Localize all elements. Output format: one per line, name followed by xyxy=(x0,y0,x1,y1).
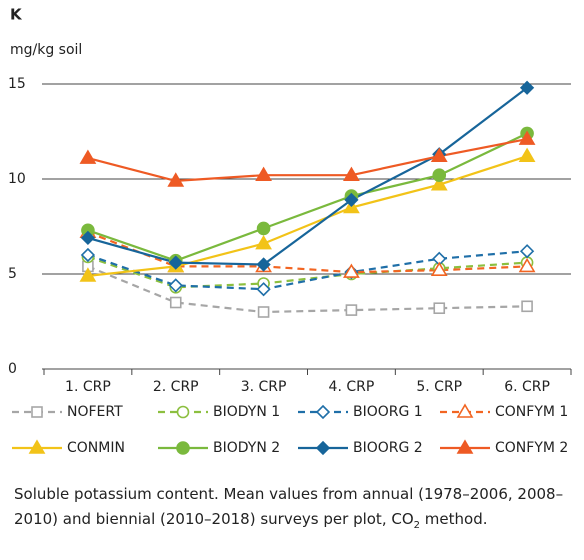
y-tick-label: 10 xyxy=(8,171,26,187)
data-point xyxy=(518,130,536,145)
legend-label: CONFYM 1 xyxy=(495,404,568,420)
legend-label: CONMIN xyxy=(67,440,125,456)
data-point xyxy=(256,282,271,297)
data-point xyxy=(80,247,96,263)
legend-label: CONFYM 2 xyxy=(495,440,568,456)
data-point xyxy=(257,306,270,318)
chart-title: K xyxy=(10,6,23,24)
series-line xyxy=(87,132,528,262)
data-point xyxy=(256,257,271,272)
legend-label: BIODYN 2 xyxy=(213,440,280,456)
legend-label: BIOORG 2 xyxy=(353,440,423,456)
legend-label: BIODYN 1 xyxy=(213,404,280,420)
data-point xyxy=(255,166,272,181)
data-point xyxy=(256,221,271,236)
data-point xyxy=(80,230,96,246)
data-point xyxy=(518,257,536,273)
x-tick-label: 1. CRP xyxy=(65,379,111,395)
data-point xyxy=(79,149,97,164)
data-point xyxy=(343,166,360,181)
legend-marker xyxy=(315,404,331,420)
series-line xyxy=(87,155,528,277)
data-point xyxy=(433,302,446,315)
legend-label: BIOORG 1 xyxy=(353,404,423,420)
legend-marker xyxy=(176,441,190,455)
legend-marker xyxy=(176,405,190,419)
data-point xyxy=(430,261,448,276)
x-tick-label: 6. CRP xyxy=(504,379,550,395)
data-point xyxy=(168,278,183,293)
series-line xyxy=(87,255,528,289)
data-point xyxy=(167,172,185,187)
chart: K mg/kg soil 0 5 10 15 1. CRP 2. CRP 3. CRP 4. … xyxy=(8,6,572,456)
data-point xyxy=(519,80,535,95)
y-tick-label: 5 xyxy=(8,266,17,282)
data-point xyxy=(430,176,448,191)
data-point xyxy=(169,296,182,309)
series-line xyxy=(87,86,528,266)
legend-label: NOFERT xyxy=(67,404,123,420)
data-point xyxy=(343,263,360,278)
legend-marker xyxy=(31,406,43,418)
data-point xyxy=(521,300,533,313)
legend-marker xyxy=(315,440,331,456)
series-line xyxy=(87,250,528,291)
data-point xyxy=(432,168,447,182)
caption: Soluble potassium content. Mean values f… xyxy=(14,482,576,538)
caption-text: method. xyxy=(420,510,488,528)
series-line xyxy=(87,231,528,274)
series-line xyxy=(87,138,528,183)
data-point xyxy=(344,192,359,208)
x-tick-label: 4. CRP xyxy=(329,379,375,395)
x-tick-label: 5. CRP xyxy=(416,379,462,395)
data-point xyxy=(430,147,448,162)
series-line xyxy=(87,265,528,314)
data-point xyxy=(255,235,272,250)
caption-text: Soluble potassium content. Mean values f… xyxy=(14,485,564,528)
data-point xyxy=(345,304,358,316)
data-point xyxy=(519,244,535,259)
legend-marker xyxy=(28,439,46,454)
legend-marker xyxy=(456,403,474,418)
y-axis-label: mg/kg soil xyxy=(10,42,82,58)
x-tick-label: 3. CRP xyxy=(241,379,287,395)
data-point xyxy=(518,147,536,162)
data-point xyxy=(168,255,183,270)
x-tick-label: 2. CRP xyxy=(153,379,199,395)
data-point xyxy=(79,267,97,282)
legend-marker xyxy=(456,439,474,454)
y-tick-label: 0 xyxy=(8,361,17,377)
y-tick-label: 15 xyxy=(8,76,26,92)
caption-subscript: 2 xyxy=(413,520,421,531)
